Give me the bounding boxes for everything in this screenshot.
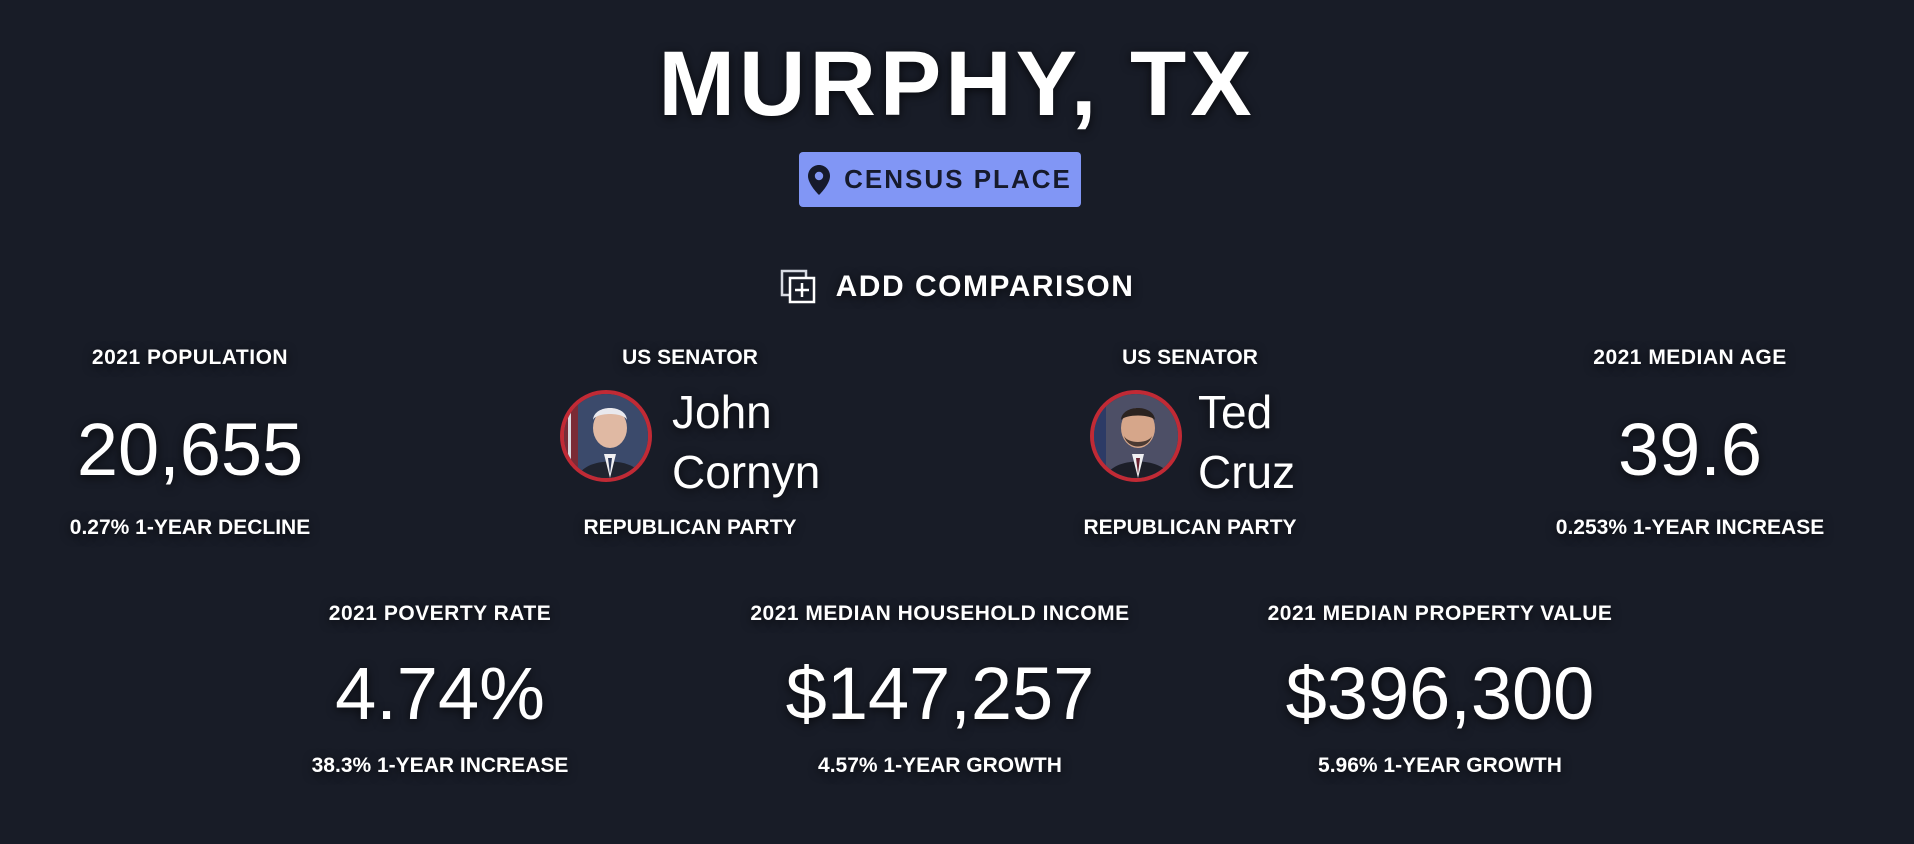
- household-income-change: 4.57% 1-YEAR GROWTH: [818, 754, 1062, 777]
- add-comparison-label: ADD COMPARISON: [835, 270, 1135, 303]
- census-place-badge[interactable]: CENSUS PLACE: [799, 152, 1081, 207]
- add-comparison-icon: [780, 269, 818, 305]
- senator-party: REPUBLICAN PARTY: [1083, 516, 1297, 539]
- senator-party: REPUBLICAN PARTY: [583, 516, 797, 539]
- median-age-stat: 2021 MEDIAN AGE 39.6 0.253% 1-YEAR INCRE…: [1540, 346, 1840, 546]
- badge-label: CENSUS PLACE: [844, 164, 1072, 194]
- population-stat: 2021 POPULATION 20,655 0.27% 1-YEAR DECL…: [40, 346, 340, 546]
- senator-avatar: [1090, 390, 1182, 482]
- property-value-stat: 2021 MEDIAN PROPERTY VALUE $396,300 5.96…: [1240, 602, 1640, 782]
- senator-card-cruz[interactable]: US SENATOR Ted Cruz REPUBLICAN PARTY: [1030, 346, 1350, 546]
- population-value: 20,655: [76, 408, 304, 491]
- property-value-label: 2021 MEDIAN PROPERTY VALUE: [1267, 602, 1613, 625]
- page-title: MURPHY, TX: [658, 33, 1256, 135]
- poverty-rate-value: 4.74%: [335, 652, 545, 735]
- median-age-label: 2021 MEDIAN AGE: [1593, 346, 1787, 369]
- senator-first-name: John: [672, 386, 772, 438]
- senator-last-name: Cornyn: [672, 446, 821, 498]
- median-age-change: 0.253% 1-YEAR INCREASE: [1555, 516, 1825, 539]
- senator-avatar: [560, 390, 652, 482]
- population-change: 0.27% 1-YEAR DECLINE: [69, 516, 311, 539]
- poverty-rate-change: 38.3% 1-YEAR INCREASE: [311, 754, 569, 777]
- senator-card-cornyn[interactable]: US SENATOR John Cornyn REPUBLICAN PARTY: [530, 346, 850, 546]
- poverty-rate-label: 2021 POVERTY RATE: [328, 602, 552, 625]
- map-pin-icon: [808, 164, 831, 195]
- household-income-value: $147,257: [785, 652, 1095, 735]
- household-income-stat: 2021 MEDIAN HOUSEHOLD INCOME $147,257 4.…: [740, 602, 1140, 782]
- senator-last-name: Cruz: [1198, 446, 1296, 498]
- senator-label: US SENATOR: [1122, 346, 1258, 369]
- senator-label: US SENATOR: [622, 346, 758, 369]
- property-value-change: 5.96% 1-YEAR GROWTH: [1318, 754, 1562, 777]
- add-comparison-button[interactable]: ADD COMPARISON: [0, 262, 1914, 312]
- population-label: 2021 POPULATION: [91, 346, 289, 369]
- senator-first-name: Ted: [1198, 386, 1273, 438]
- household-income-label: 2021 MEDIAN HOUSEHOLD INCOME: [750, 602, 1130, 625]
- median-age-value: 39.6: [1617, 408, 1763, 491]
- poverty-rate-stat: 2021 POVERTY RATE 4.74% 38.3% 1-YEAR INC…: [280, 602, 600, 782]
- property-value-value: $396,300: [1285, 652, 1595, 735]
